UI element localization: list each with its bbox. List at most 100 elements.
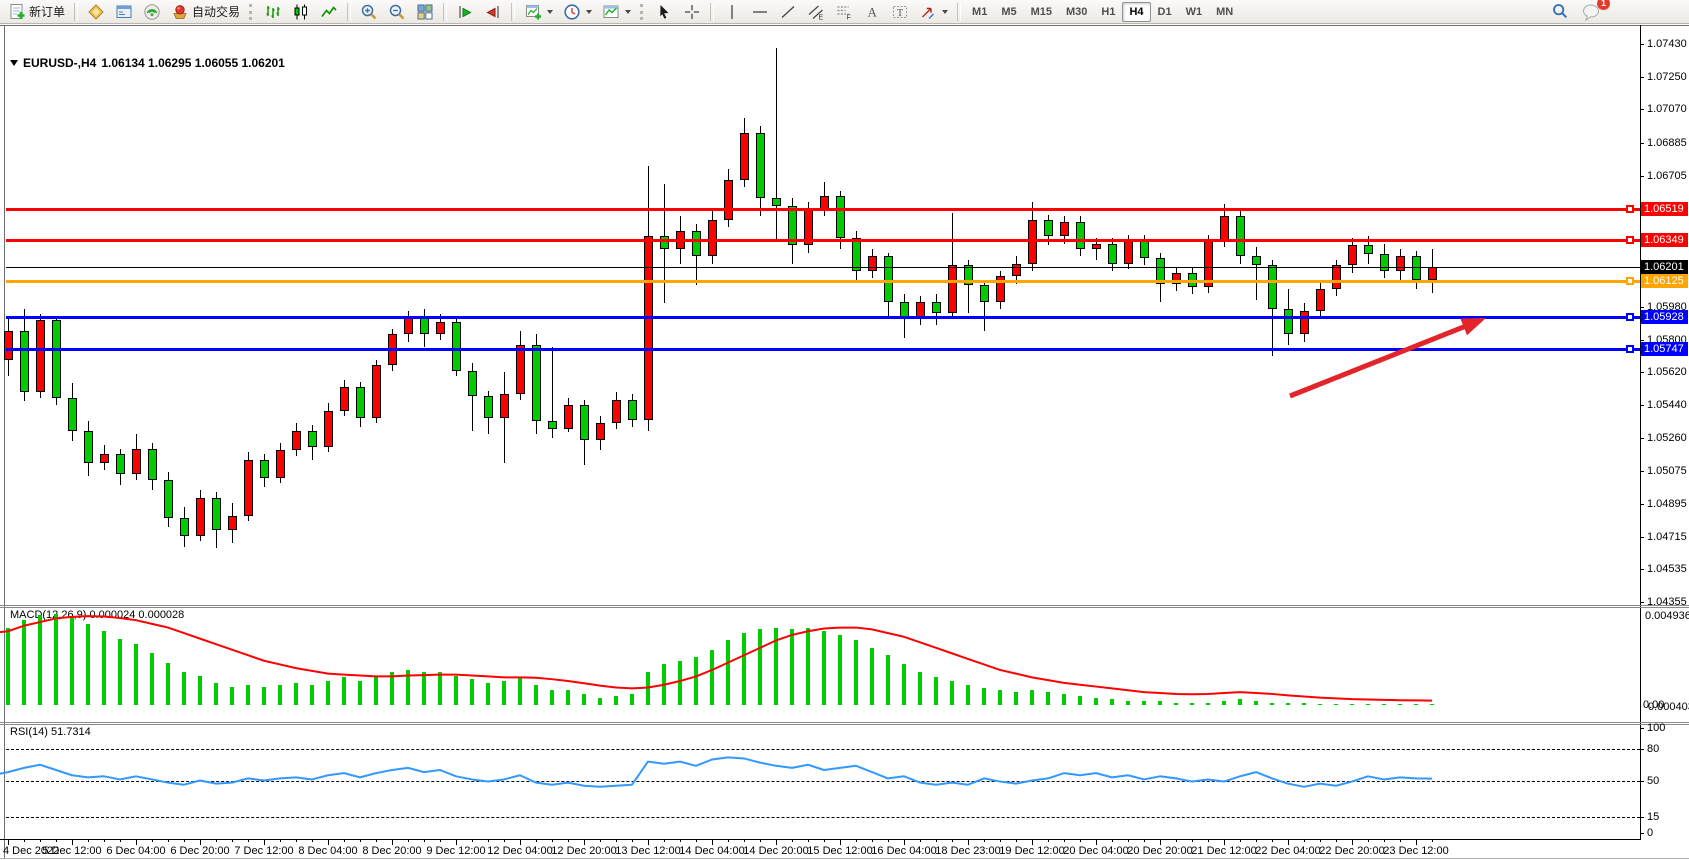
rsi-axis-label: 0 — [1647, 827, 1654, 839]
time-axis-tick — [584, 840, 585, 845]
chart-title-collapse-icon[interactable] — [10, 60, 18, 66]
new-order-button[interactable]: 新订单 — [3, 0, 70, 23]
time-axis-tick — [648, 840, 649, 845]
arrows-tool-button[interactable] — [914, 0, 953, 23]
new-chart-button[interactable] — [519, 0, 558, 23]
trendline-tool-button[interactable] — [774, 0, 802, 23]
candlestick-mode-button[interactable] — [287, 0, 315, 23]
auto-scroll-button[interactable] — [451, 0, 479, 23]
separator — [511, 2, 516, 21]
timeframe-button-mn[interactable]: MN — [1216, 5, 1234, 18]
horizontal-line-1.05928[interactable] — [6, 316, 1640, 319]
notifications-button[interactable]: 1 — [1581, 0, 1610, 22]
charts-button[interactable] — [82, 0, 110, 23]
time-axis-minor-tick — [696, 840, 697, 842]
macd-histogram-bar — [630, 694, 634, 705]
indicators-button[interactable] — [597, 0, 636, 23]
price-axis-label: 1.06885 — [1647, 137, 1687, 149]
bar-chart-mode-button[interactable] — [259, 0, 287, 23]
price-axis-tick — [1640, 405, 1644, 406]
line-chart-mode-button[interactable] — [315, 0, 343, 23]
time-axis-minor-tick — [1272, 840, 1273, 842]
macd-histogram-bar — [982, 688, 986, 705]
candle-body — [180, 518, 189, 536]
horizontal-line-1.06125[interactable] — [6, 280, 1640, 283]
fibonacci-tool-button[interactable]: F — [830, 0, 858, 23]
timeframe-button-h1[interactable]: H1 — [1101, 5, 1116, 18]
tile-windows-button[interactable] — [411, 0, 439, 23]
zoom-in-button[interactable] — [355, 0, 383, 23]
line-handle[interactable] — [1626, 277, 1634, 285]
market-watch-button[interactable] — [110, 0, 138, 23]
signals-button[interactable] — [138, 0, 166, 23]
candle-body — [20, 331, 29, 392]
timeframe-menu-button[interactable] — [558, 0, 597, 23]
timeframe-button-h4[interactable]: H4 — [1122, 1, 1151, 22]
panel-splitter[interactable] — [0, 722, 1689, 723]
time-axis-tick — [200, 840, 201, 845]
timeframe-button-m30[interactable]: M30 — [1066, 5, 1088, 18]
time-axis-tick — [904, 840, 905, 845]
timeframe-button-m1[interactable]: M1 — [972, 5, 988, 18]
candle-body — [260, 460, 269, 478]
time-axis-minor-tick — [888, 840, 889, 842]
price-axis-tick — [1640, 44, 1644, 45]
text-tool-button[interactable]: A — [858, 0, 886, 23]
price-axis-tick — [1640, 471, 1644, 472]
cursor-tool-button[interactable] — [650, 0, 678, 23]
macd-histogram-bar — [486, 683, 490, 705]
text-label-tool-button[interactable]: T — [886, 0, 914, 23]
horizontal-line-1.06349[interactable] — [6, 239, 1640, 242]
candle-body — [1332, 265, 1341, 289]
line-handle[interactable] — [1626, 313, 1634, 321]
rsi-axis-tick — [1640, 817, 1644, 818]
macd-histogram-bar — [1334, 704, 1338, 705]
channel-tool-button[interactable]: E — [802, 0, 830, 23]
time-axis-minor-tick — [488, 840, 489, 842]
horizontal-line-1.05747[interactable] — [6, 348, 1640, 351]
price-axis-label: 1.05075 — [1647, 465, 1687, 477]
zoom-out-button[interactable] — [383, 0, 411, 23]
candle-body — [340, 387, 349, 411]
rsi-axis-label: 80 — [1647, 743, 1660, 755]
timeframe-button-m15[interactable]: M15 — [1030, 5, 1052, 18]
macd-histogram-bar — [742, 633, 746, 705]
timeframe-button-w1[interactable]: W1 — [1185, 5, 1203, 18]
search-icon[interactable] — [1551, 2, 1571, 22]
candle-body — [452, 322, 461, 371]
rsi-axis-tick — [1640, 728, 1644, 729]
candle-body — [1412, 256, 1421, 280]
candle-body — [1348, 245, 1357, 265]
trend-arrow-annotation[interactable] — [1276, 304, 1500, 410]
horizontal-line-1.06519[interactable] — [6, 208, 1640, 211]
crosshair-tool-button[interactable] — [678, 0, 706, 23]
horizontal-line-tool-button[interactable] — [746, 0, 774, 23]
candle-body — [964, 265, 973, 285]
line-handle[interactable] — [1626, 205, 1634, 213]
time-axis-minor-tick — [984, 840, 985, 842]
horizontal-line-1.06201[interactable] — [6, 267, 1640, 268]
time-axis-minor-tick — [216, 840, 217, 842]
panel-splitter[interactable] — [0, 605, 1689, 606]
crosshair-icon — [683, 3, 701, 21]
text-label-icon: T — [891, 3, 909, 21]
time-axis-minor-tick — [824, 840, 825, 842]
dropdown-caret-icon — [942, 9, 949, 14]
time-axis-label: 20 Dec 20:00 — [1127, 845, 1193, 857]
chart-window[interactable]: EURUSD-,H4 1.06134 1.06295 1.06055 1.062… — [0, 25, 1689, 860]
line-handle[interactable] — [1626, 236, 1634, 244]
candle-body — [1076, 222, 1085, 249]
time-axis-minor-tick — [1144, 840, 1145, 842]
vertical-line-tool-button[interactable] — [718, 0, 746, 23]
price-axis-tick — [1640, 340, 1644, 341]
line-handle[interactable] — [1626, 345, 1634, 353]
candle-body — [308, 431, 317, 447]
timeframe-button-d1[interactable]: D1 — [1157, 5, 1172, 18]
chart-shift-button[interactable] — [479, 0, 507, 23]
auto-trading-button[interactable]: 自动交易 — [166, 0, 245, 23]
candle-body — [628, 400, 637, 420]
candle-body — [52, 320, 61, 398]
timeframe-button-m5[interactable]: M5 — [1001, 5, 1017, 18]
candle-body — [1124, 240, 1133, 264]
time-axis-minor-tick — [296, 840, 297, 842]
